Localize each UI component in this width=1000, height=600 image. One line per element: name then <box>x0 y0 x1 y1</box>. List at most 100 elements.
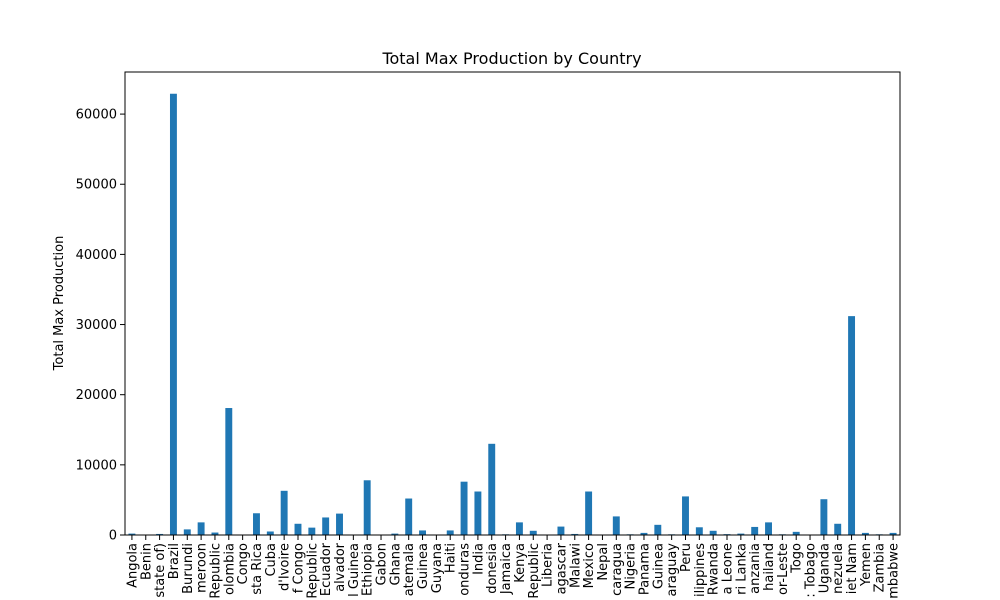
x-tick-label: Angola <box>125 543 140 588</box>
x-tick-label: Guyana <box>430 543 445 593</box>
bar <box>336 513 343 535</box>
x-tick-label: Republic <box>527 543 542 599</box>
y-tick-label: 60000 <box>76 108 117 123</box>
x-tick-label: sta Rica <box>250 543 265 595</box>
y-axis-ticks: 0 10000 20000 30000 40000 50000 60000 <box>76 108 125 544</box>
plot-area-frame <box>124 71 901 536</box>
bar <box>889 532 897 535</box>
bar <box>834 523 842 535</box>
x-tick-label: d'Ivoire <box>278 543 293 591</box>
x-tick-label: araguay <box>665 543 680 597</box>
x-tick-label: onduras <box>458 543 473 596</box>
bar <box>654 524 662 535</box>
bar <box>419 530 427 535</box>
x-tick-label: state of) <box>153 543 168 598</box>
x-tick-label: Ethiopia <box>361 543 376 596</box>
x-tick-label: Malawi <box>568 543 583 588</box>
x-tick-label: Republic <box>208 543 223 599</box>
x-tick-label: Republic <box>305 543 320 599</box>
bar-series <box>128 93 897 535</box>
bar <box>820 499 828 535</box>
x-tick-label: Guinea <box>416 543 431 589</box>
x-tick-label: : Tobago <box>804 543 819 598</box>
x-tick-label: ri Lanka <box>734 543 749 595</box>
x-tick-label: alvador <box>333 542 348 591</box>
bar <box>225 408 233 535</box>
x-tick-label: Zambia <box>873 543 888 592</box>
x-tick-label: anzania <box>748 543 763 594</box>
bar <box>183 529 191 535</box>
bar <box>253 513 260 535</box>
bar <box>156 533 164 535</box>
bar <box>557 526 565 535</box>
x-tick-label: Yemen <box>859 543 874 587</box>
chart-title: Total Max Production by Country <box>381 49 641 68</box>
x-tick-label: Ecuador <box>319 542 334 596</box>
bar <box>280 490 288 535</box>
bar <box>571 533 579 535</box>
bar <box>266 531 274 535</box>
bar <box>294 523 302 535</box>
x-tick-label: Liberia <box>541 543 556 587</box>
x-tick-label: nezuela <box>831 543 846 594</box>
y-tick-label: 30000 <box>76 318 117 333</box>
x-tick-label: Nepal <box>596 543 611 581</box>
bar <box>169 93 177 535</box>
x-tick-label: iet Nam <box>845 543 860 594</box>
y-tick-label: 50000 <box>76 178 117 193</box>
y-tick-label: 40000 <box>76 248 117 263</box>
x-tick-label: olombia <box>222 543 237 595</box>
bar <box>515 522 523 535</box>
x-tick-label: Togo <box>790 543 805 574</box>
x-tick-label: l Guinea <box>347 543 362 597</box>
x-tick-label: Nigeria <box>624 543 639 590</box>
x-tick-label: Brazil <box>167 543 182 579</box>
x-tick-label: Uganda <box>817 543 832 593</box>
x-tick-label: Ghana <box>388 543 403 586</box>
bar <box>709 530 717 535</box>
x-tick-label: or-Leste <box>776 543 791 595</box>
x-tick-label: Gabon <box>375 543 390 586</box>
x-tick-label: ilippines <box>693 543 708 597</box>
bar <box>640 532 648 535</box>
bar <box>792 531 800 535</box>
bar <box>197 522 205 535</box>
x-tick-label: caragua <box>610 543 625 596</box>
bar <box>861 532 869 535</box>
x-tick-label: Haiti <box>444 543 459 573</box>
x-tick-label: Mexico <box>582 543 597 588</box>
bar <box>446 530 454 535</box>
x-tick-label: hailand <box>762 543 777 591</box>
bar <box>751 526 759 535</box>
bar <box>405 498 413 535</box>
x-tick-label: Cuba <box>264 543 279 577</box>
y-axis-label: Total Max Production <box>52 236 67 372</box>
bar <box>488 443 496 535</box>
x-tick-label: Congo <box>236 543 251 585</box>
x-tick-label: f Congo <box>291 543 306 593</box>
x-tick-label: Peru <box>679 543 694 572</box>
bar <box>308 527 316 535</box>
y-tick-label: 10000 <box>76 458 117 473</box>
bar <box>128 533 136 535</box>
bar <box>322 517 330 535</box>
y-tick-label: 0 <box>109 529 117 544</box>
bar <box>848 316 856 535</box>
bar <box>363 480 371 535</box>
bar <box>682 496 689 535</box>
bar <box>391 533 399 535</box>
bar <box>612 516 620 535</box>
x-tick-label: Benin <box>139 543 154 580</box>
x-tick-label: donesia <box>485 543 500 594</box>
bar <box>529 530 537 535</box>
bar <box>737 533 745 535</box>
bar <box>460 481 468 535</box>
bar <box>585 491 593 535</box>
bar <box>765 522 772 535</box>
x-tick-label: agascar <box>554 542 569 594</box>
bar <box>474 491 482 535</box>
x-tick-label: atemala <box>402 543 417 596</box>
x-tick-label: Rwanda <box>707 543 722 595</box>
